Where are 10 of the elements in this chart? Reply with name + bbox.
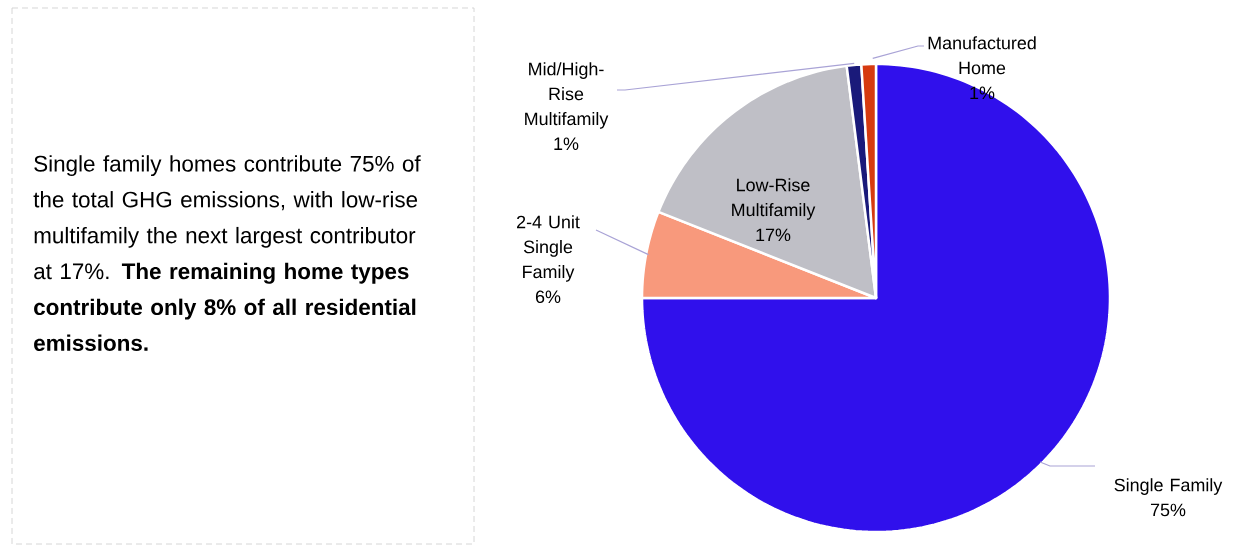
slice-label: Low-Rise Multifamily <box>732 178 816 220</box>
slice-label: Manufactured Home <box>928 36 1036 75</box>
data-label: 75% <box>1150 503 1186 517</box>
text: Single family homes contribute 75% of the total GHG emissions, with low-rise multifamily the next largest contributor at 17%. The remaining home types contribute only 8% of all residential emissions. <box>33 155 421 351</box>
slice-label: 2-4 Unit Single Family <box>517 215 580 282</box>
slice-label: Mid/High-Rise Multifamily <box>525 62 609 129</box>
data-label: 6% <box>535 290 561 304</box>
slice-label: Single Family <box>1114 478 1223 495</box>
data-label: 17% <box>756 228 791 242</box>
data-label: 1% <box>554 137 579 151</box>
